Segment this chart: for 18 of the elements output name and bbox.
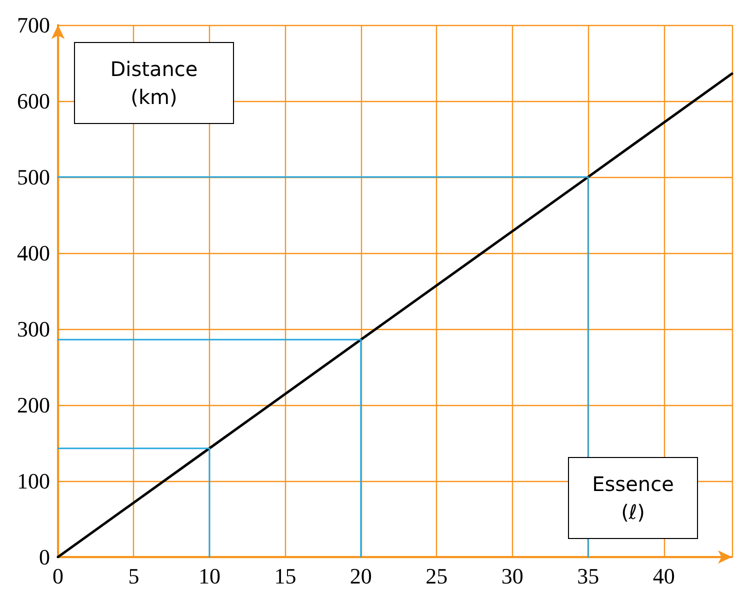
- y-tick-label: 400: [17, 240, 50, 266]
- x-tick-label: 15: [274, 564, 296, 588]
- x-tick-label: 40: [652, 564, 675, 588]
- x-tick-label: 10: [198, 564, 220, 588]
- y-tick-label: 200: [17, 392, 50, 418]
- y-tick-label: 500: [17, 164, 50, 190]
- y-tick-label: 700: [17, 12, 50, 38]
- y-tick-label: 300: [17, 316, 50, 342]
- x-tick-label: 25: [426, 564, 448, 588]
- y-tick-label: 0: [39, 544, 50, 570]
- x-tick-label: 5: [128, 564, 140, 588]
- x-tick-label: 30: [501, 564, 524, 588]
- x-tick-label: 35: [577, 564, 600, 588]
- y-tick-label: 100: [17, 468, 50, 494]
- text-box: Essence (ℓ): [568, 457, 698, 539]
- y-tick-label: 600: [17, 88, 50, 114]
- text-box: Distance (km): [74, 42, 234, 124]
- x-tick-label: 20: [350, 564, 372, 588]
